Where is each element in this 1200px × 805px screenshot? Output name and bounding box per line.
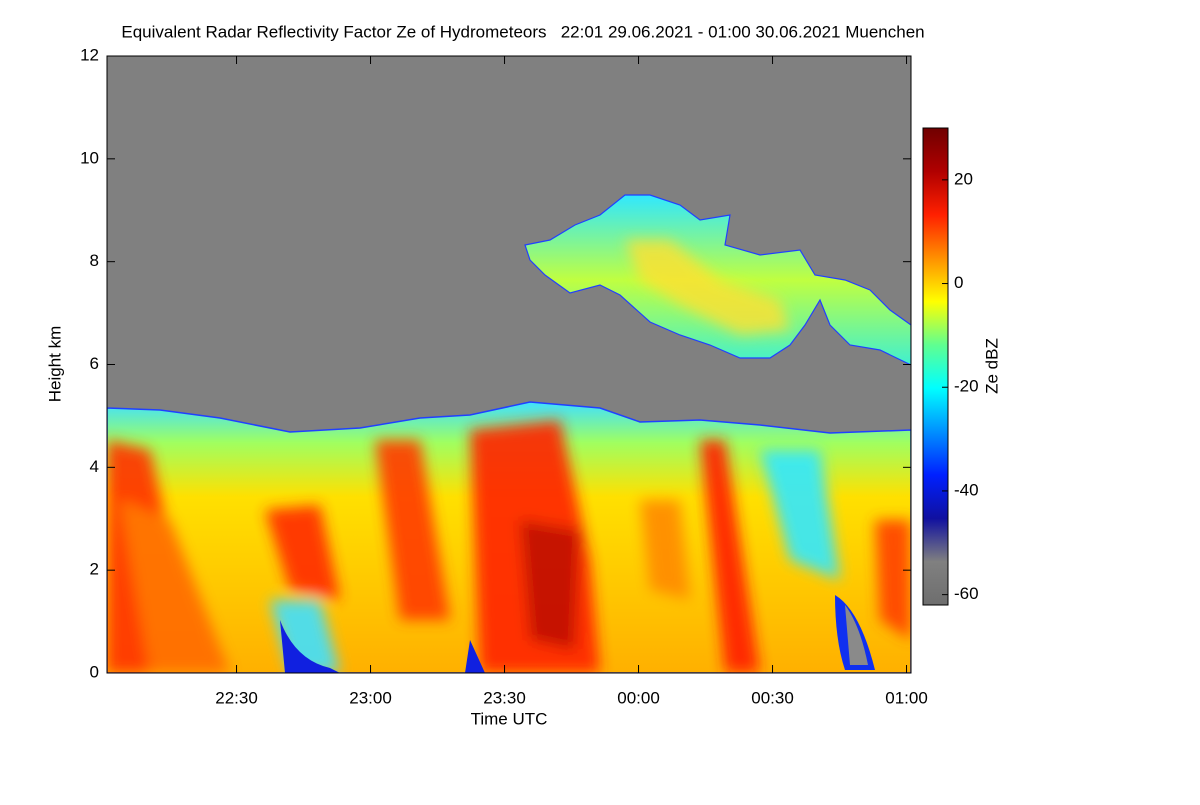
colorbar-tick-label: -40 [954, 480, 979, 499]
radar-field [107, 56, 911, 673]
x-tick-label: 01:00 [885, 688, 928, 707]
colorbar-label: Ze dBZ [982, 338, 1001, 394]
y-tick-label: 0 [90, 662, 99, 681]
low-echo [465, 640, 485, 673]
x-axis-label: Time UTC [471, 709, 548, 728]
x-tick-label: 23:00 [349, 688, 392, 707]
x-tick-label: 23:30 [483, 688, 526, 707]
colorbar-tick-label: -60 [954, 584, 979, 603]
y-tick-label: 10 [80, 148, 99, 167]
chart-title: Equivalent Radar Reflectivity Factor Ze … [121, 22, 924, 41]
low-echo [280, 620, 340, 673]
y-tick-label: 4 [90, 457, 99, 476]
x-tick-label: 22:30 [215, 688, 258, 707]
rain-bands [107, 420, 911, 673]
x-tick-label: 00:30 [751, 688, 794, 707]
x-tick-label: 00:00 [617, 688, 660, 707]
y-tick-label: 6 [90, 354, 99, 373]
colorbar [922, 127, 949, 606]
y-tick-label: 8 [90, 251, 99, 270]
y-tick-label: 12 [80, 45, 99, 64]
low-echo [845, 605, 868, 665]
y-tick-label: 2 [90, 560, 99, 579]
colorbar-tick-label: 0 [954, 273, 963, 292]
colorbar-tick-label: -20 [954, 377, 979, 396]
upper-cloud-core [625, 240, 790, 335]
colorbar-tick-label: 20 [954, 169, 973, 188]
y-axis-label: Height km [45, 326, 64, 403]
